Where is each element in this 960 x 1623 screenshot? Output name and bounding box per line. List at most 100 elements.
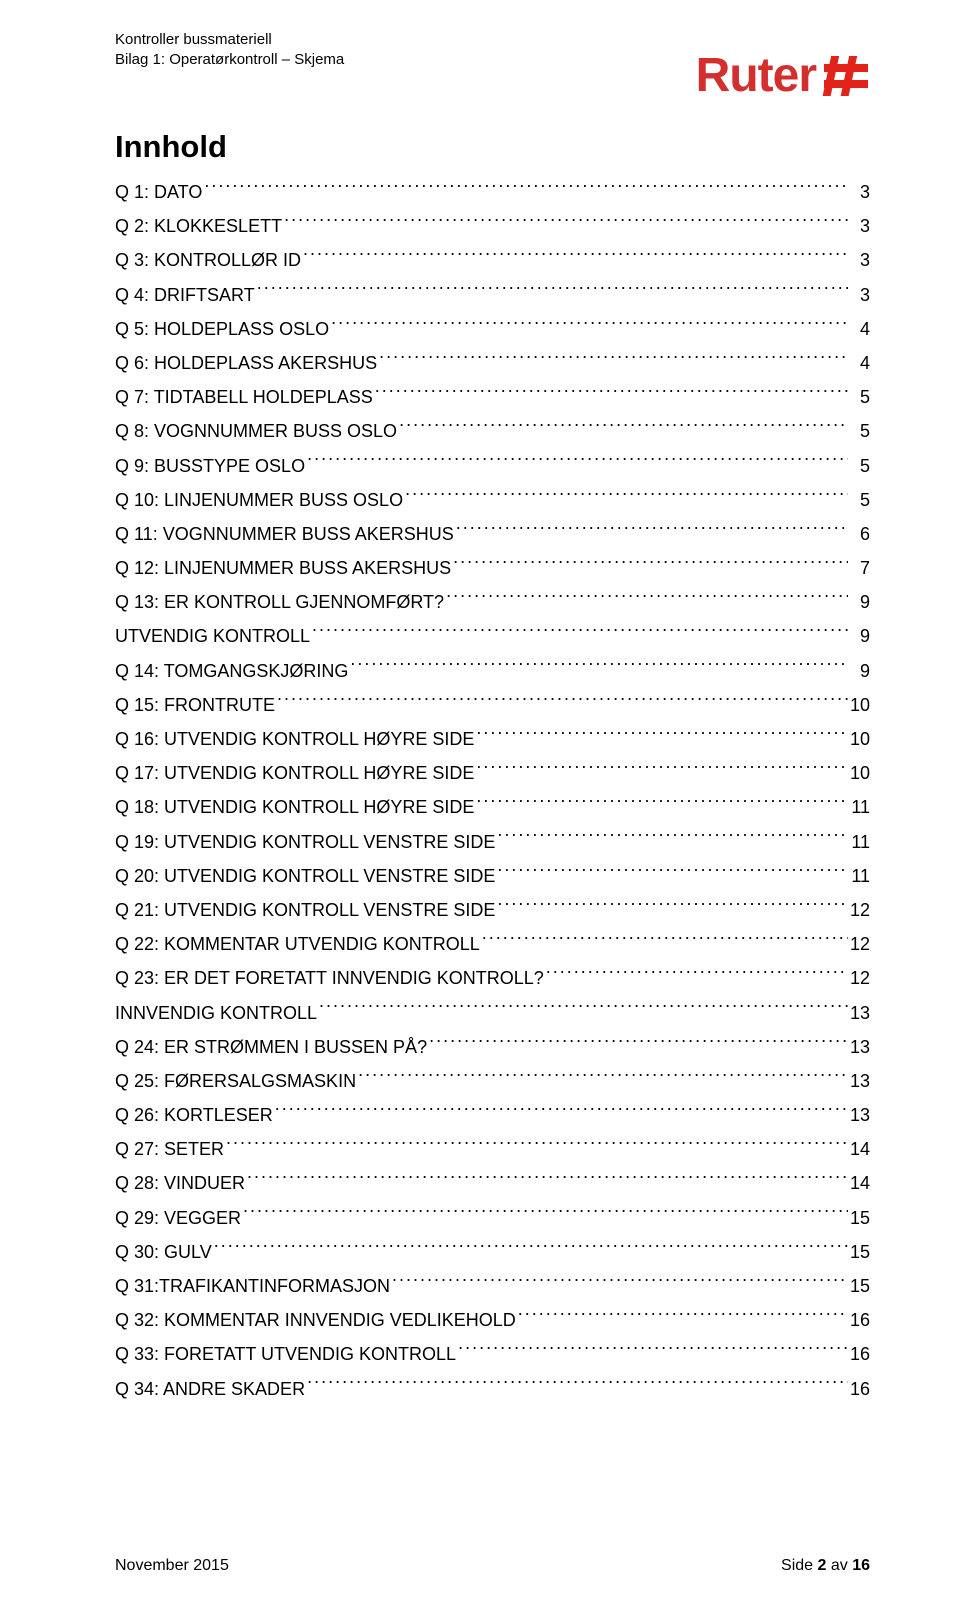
toc-leader-dots [375,385,848,403]
toc-leader-dots [546,966,848,984]
toc-entry-label: Q 31:TRAFIKANTINFORMASJON [115,1269,390,1303]
header-line-1: Kontroller bussmateriell [115,30,870,50]
ruter-logo: Ruter [696,48,870,103]
toc-entry[interactable]: Q 16: UTVENDIG KONTROLL HØYRE SIDE10 [115,722,870,756]
toc-entry[interactable]: Q 10: LINJENUMMER BUSS OSLO 5 [115,483,870,517]
toc-entry-label: Q 25: FØRERSALGSMASKIN [115,1064,356,1098]
toc-entry[interactable]: Q 25: FØRERSALGSMASKIN 13 [115,1064,870,1098]
toc-entry[interactable]: UTVENDIG KONTROLL9 [115,619,870,653]
toc-leader-dots [204,180,848,198]
toc-entry[interactable]: Q 23: ER DET FORETATT INNVENDIG KONTROLL… [115,961,870,995]
toc-entry[interactable]: Q 17: UTVENDIG KONTROLL HØYRE SIDE 10 [115,756,870,790]
toc-leader-dots [453,556,848,574]
toc-leader-dots [284,214,848,232]
toc-entry-label: Q 21: UTVENDIG KONTROLL VENSTRE SIDE [115,893,495,927]
toc-entry[interactable]: INNVENDIG KONTROLL 13 [115,996,870,1030]
toc-leader-dots [307,1377,848,1395]
toc-title: Innhold [115,129,870,165]
toc-entry[interactable]: Q 9: BUSSTYPE OSLO5 [115,449,870,483]
toc-entry-label: Q 5: HOLDEPLASS OSLO [115,312,329,346]
toc-entry-label: Q 10: LINJENUMMER BUSS OSLO [115,483,403,517]
toc-entry[interactable]: Q 28: VINDUER14 [115,1166,870,1200]
toc-leader-dots [518,1308,848,1326]
toc-entry-label: Q 34: ANDRE SKADER [115,1372,305,1406]
toc-entry-page: 16 [850,1303,870,1337]
toc-entry[interactable]: Q 11: VOGNNUMMER BUSS AKERSHUS6 [115,517,870,551]
toc-entry-label: Q 22: KOMMENTAR UTVENDIG KONTROLL [115,927,480,961]
table-of-contents: Q 1: DATO3Q 2: KLOKKESLETT3Q 3: KONTROLL… [115,175,870,1406]
toc-leader-dots [277,693,848,711]
footer-date: November 2015 [115,1557,229,1575]
toc-leader-dots [303,248,848,266]
toc-entry[interactable]: Q 5: HOLDEPLASS OSLO4 [115,312,870,346]
toc-entry-page: 9 [850,654,870,688]
toc-entry[interactable]: Q 34: ANDRE SKADER16 [115,1372,870,1406]
toc-entry-page: 12 [850,893,870,927]
toc-entry-label: Q 19: UTVENDIG KONTROLL VENSTRE SIDE [115,825,495,859]
toc-leader-dots [476,795,848,813]
toc-leader-dots [497,898,848,916]
toc-leader-dots [319,1001,848,1019]
toc-entry[interactable]: Q 2: KLOKKESLETT3 [115,209,870,243]
toc-entry[interactable]: Q 21: UTVENDIG KONTROLL VENSTRE SIDE 12 [115,893,870,927]
toc-entry-label: Q 23: ER DET FORETATT INNVENDIG KONTROLL… [115,961,544,995]
toc-entry[interactable]: Q 22: KOMMENTAR UTVENDIG KONTROLL12 [115,927,870,961]
toc-entry-page: 9 [850,585,870,619]
toc-entry[interactable]: Q 15: FRONTRUTE10 [115,688,870,722]
toc-entry-page: 13 [850,1030,870,1064]
toc-entry-page: 13 [850,996,870,1030]
toc-entry[interactable]: Q 1: DATO3 [115,175,870,209]
toc-entry[interactable]: Q 31:TRAFIKANTINFORMASJON15 [115,1269,870,1303]
toc-entry-label: Q 20: UTVENDIG KONTROLL VENSTRE SIDE [115,859,495,893]
toc-entry-page: 11 [850,859,870,893]
document-page: Kontroller bussmateriell Bilag 1: Operat… [0,0,960,1623]
toc-entry[interactable]: Q 8: VOGNNUMMER BUSS OSLO5 [115,414,870,448]
toc-entry-label: Q 18: UTVENDIG KONTROLL HØYRE SIDE [115,790,474,824]
footer-page-info: Side 2 av 16 [781,1557,870,1575]
toc-entry[interactable]: Q 14: TOMGANGSKJØRING9 [115,654,870,688]
toc-leader-dots [392,1274,848,1292]
toc-entry-label: Q 30: GULV [115,1235,212,1269]
toc-entry[interactable]: Q 27: SETER14 [115,1132,870,1166]
toc-entry[interactable]: Q 18: UTVENDIG KONTROLL HØYRE SIDE 11 [115,790,870,824]
toc-entry-label: Q 17: UTVENDIG KONTROLL HØYRE SIDE [115,756,474,790]
toc-leader-dots [226,1137,848,1155]
toc-entry[interactable]: Q 19: UTVENDIG KONTROLL VENSTRE SIDE11 [115,825,870,859]
toc-entry[interactable]: Q 12: LINJENUMMER BUSS AKERSHUS7 [115,551,870,585]
toc-entry[interactable]: Q 26: KORTLESER13 [115,1098,870,1132]
toc-entry[interactable]: Q 4: DRIFTSART3 [115,278,870,312]
toc-entry[interactable]: Q 6: HOLDEPLASS AKERSHUS4 [115,346,870,380]
toc-entry[interactable]: Q 29: VEGGER15 [115,1201,870,1235]
toc-entry-page: 14 [850,1166,870,1200]
toc-entry-page: 10 [850,722,870,756]
toc-entry[interactable]: Q 30: GULV15 [115,1235,870,1269]
toc-leader-dots [446,590,848,608]
toc-entry[interactable]: Q 20: UTVENDIG KONTROLL VENSTRE SIDE 11 [115,859,870,893]
toc-entry-label: Q 26: KORTLESER [115,1098,273,1132]
toc-entry-page: 10 [850,756,870,790]
toc-leader-dots [497,830,848,848]
toc-leader-dots [476,727,848,745]
toc-entry[interactable]: Q 7: TIDTABELL HOLDEPLASS5 [115,380,870,414]
toc-entry-label: Q 12: LINJENUMMER BUSS AKERSHUS [115,551,451,585]
toc-entry[interactable]: Q 33: FORETATT UTVENDIG KONTROLL16 [115,1337,870,1371]
toc-leader-dots [275,1103,848,1121]
logo-text: Ruter [696,48,816,103]
toc-entry-page: 3 [850,175,870,209]
toc-entry-page: 9 [850,619,870,653]
toc-entry-label: INNVENDIG KONTROLL [115,996,317,1030]
toc-entry[interactable]: Q 24: ER STRØMMEN I BUSSEN PÅ?13 [115,1030,870,1064]
toc-entry-page: 13 [850,1064,870,1098]
toc-entry-page: 6 [850,517,870,551]
toc-entry-page: 5 [850,380,870,414]
toc-entry[interactable]: Q 32: KOMMENTAR INNVENDIG VEDLIKEHOLD16 [115,1303,870,1337]
toc-entry-label: Q 9: BUSSTYPE OSLO [115,449,305,483]
toc-leader-dots [399,419,848,437]
toc-entry-page: 11 [850,790,870,824]
toc-entry-page: 3 [850,209,870,243]
toc-entry[interactable]: Q 3: KONTROLLØR ID3 [115,243,870,277]
toc-entry-page: 3 [850,243,870,277]
toc-leader-dots [247,1171,848,1189]
toc-entry-page: 5 [850,483,870,517]
toc-entry[interactable]: Q 13: ER KONTROLL GJENNOMFØRT?9 [115,585,870,619]
